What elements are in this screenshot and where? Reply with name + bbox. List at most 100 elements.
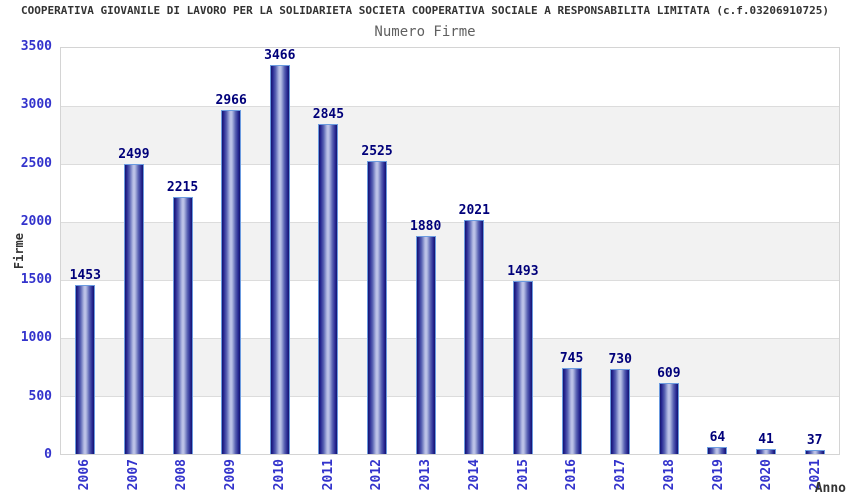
x-tick-cell: 2020 — [743, 459, 792, 499]
bar — [512, 280, 533, 454]
bar-value-label: 609 — [657, 366, 681, 382]
bar-value-label: 37 — [806, 432, 823, 448]
y-tick-label: 1000 — [20, 330, 52, 346]
bar — [561, 367, 582, 454]
bar-value-label: 2215 — [166, 180, 199, 196]
bar — [658, 383, 679, 454]
x-tick-cell: 2007 — [109, 459, 158, 499]
x-axis: 2006 2007 2008 2009 2010 2011 2012 2013 2014 2015… — [60, 459, 840, 499]
gridline — [61, 338, 839, 339]
bar-value-label: 1880 — [410, 218, 442, 234]
x-tick-cell: 2011 — [304, 459, 353, 499]
bar-column: 2966 — [207, 48, 256, 454]
y-tick-label: 1500 — [20, 272, 52, 288]
bar-value-label: 2966 — [215, 92, 247, 108]
x-tick-label: 2006 — [76, 459, 92, 491]
x-tick-label: 2020 — [759, 459, 775, 491]
bar — [707, 446, 728, 454]
chart-subtitle: Numero Firme — [374, 24, 476, 40]
bar-value-label: 2525 — [361, 144, 393, 160]
bar — [804, 449, 825, 454]
plot-band — [61, 48, 839, 106]
x-tick-cell: 2015 — [499, 459, 548, 499]
x-tick-cell: 2018 — [645, 459, 694, 499]
x-tick-label: 2019 — [710, 459, 726, 491]
bar-column: 609 — [645, 48, 694, 454]
bar — [610, 369, 631, 454]
x-tick-label: 2007 — [125, 459, 141, 491]
bar-column: 730 — [596, 48, 645, 454]
bar — [221, 109, 242, 454]
bar-column: 64 — [693, 48, 742, 454]
bar-column: 2845 — [304, 48, 353, 454]
bar — [367, 161, 388, 454]
bar-value-label: 41 — [758, 432, 774, 448]
x-tick-label: 2009 — [223, 459, 239, 491]
x-tick-label: 2010 — [271, 459, 287, 491]
bar — [756, 449, 777, 454]
gridline — [61, 396, 839, 397]
bar-column: 1880 — [401, 48, 450, 454]
y-tick-label: 3500 — [20, 39, 52, 54]
x-tick-cell: 2013 — [401, 459, 450, 499]
bar — [172, 197, 193, 454]
x-axis-title: Anno — [814, 481, 846, 496]
bar — [415, 235, 436, 454]
bar-value-label: 64 — [709, 429, 726, 445]
bar — [123, 164, 144, 454]
bar-column: 1493 — [499, 48, 548, 454]
x-tick-cell: 2010 — [255, 459, 304, 499]
bar-value-label: 730 — [608, 352, 632, 368]
bar-column: 37 — [790, 48, 839, 454]
y-tick-label: 0 — [44, 447, 52, 462]
bar-column: 2215 — [158, 48, 207, 454]
bar — [75, 285, 96, 454]
x-tick-label: 2008 — [174, 459, 190, 491]
gridline — [61, 164, 839, 165]
bar — [318, 123, 339, 454]
x-tick-cell: 2009 — [206, 459, 255, 499]
x-tick-cell: 2008 — [158, 459, 207, 499]
x-tick-label: 2011 — [320, 459, 336, 491]
bar-column: 2499 — [110, 48, 159, 454]
x-tick-cell: 2014 — [450, 459, 499, 499]
x-tick-label: 2017 — [613, 459, 629, 491]
gridline — [61, 106, 839, 107]
x-tick-label: 2015 — [515, 459, 531, 491]
x-tick-label: 2014 — [466, 459, 482, 491]
bar-column: 3466 — [256, 48, 305, 454]
x-tick-label: 2012 — [369, 459, 385, 491]
x-tick-cell: 2012 — [353, 459, 402, 499]
bar-column: 41 — [742, 48, 791, 454]
y-tick-label: 3000 — [20, 97, 52, 113]
bar-value-label: 2021 — [458, 202, 490, 218]
bar-value-label: 1493 — [507, 263, 539, 279]
bar — [464, 219, 485, 454]
chart-title: COOPERATIVA GIOVANILE DI LAVORO PER LA S… — [21, 4, 829, 17]
bar-value-label: 745 — [559, 350, 584, 366]
bar-value-label: 2845 — [312, 106, 345, 122]
y-tick-label: 2500 — [20, 155, 52, 171]
bar-column: 1453 — [61, 48, 110, 454]
plot-band — [61, 106, 839, 164]
gridline — [61, 280, 839, 281]
y-tick-label: 500 — [28, 388, 52, 404]
x-tick-cell: 2006 — [60, 459, 109, 499]
x-tick-label: 2016 — [564, 459, 580, 491]
x-tick-label: 2013 — [418, 459, 434, 491]
x-tick-cell: 2019 — [694, 459, 743, 499]
bar-value-label: 3466 — [264, 48, 296, 63]
x-tick-label: 2018 — [661, 459, 677, 491]
y-axis: 0 500 1000 1500 2000 2500 3000 3500 — [0, 40, 52, 462]
x-tick-cell: 2016 — [548, 459, 597, 499]
bars-row: 1453 2499 2215 2966 3466 2845 2525 1880 2021 1493… — [61, 48, 839, 454]
bar-column: 745 — [547, 48, 596, 454]
plot-area: 1453 2499 2215 2966 3466 2845 2525 1880 2021 1493… — [60, 47, 840, 455]
bar-value-label: 2499 — [118, 147, 150, 163]
bar-value-label: 1453 — [69, 268, 101, 284]
y-tick-label: 2000 — [20, 213, 52, 229]
bar — [269, 65, 290, 454]
gridline — [61, 222, 839, 223]
bar-column: 2525 — [353, 48, 402, 454]
